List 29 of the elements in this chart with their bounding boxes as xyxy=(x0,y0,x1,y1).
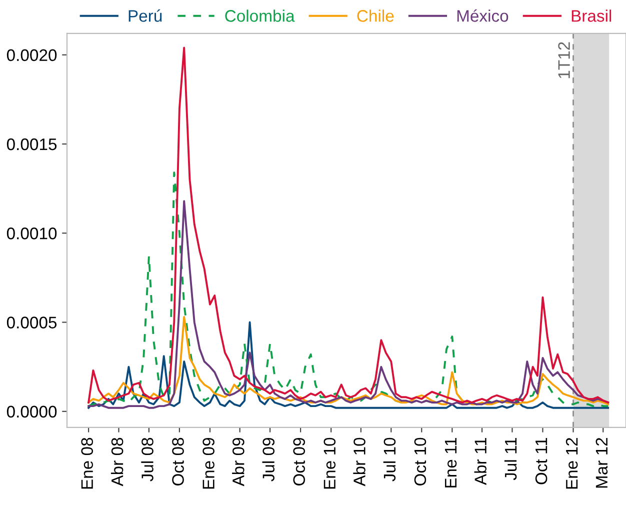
x-tick-label: Oct 11 xyxy=(535,438,548,484)
legend-label: México xyxy=(457,9,508,22)
legend-label: Colombia xyxy=(225,10,295,22)
x-tick-label: Oct 08 xyxy=(172,438,184,486)
x-tick-label: Mar 12 xyxy=(596,438,608,488)
x-tick-label: Abr 09 xyxy=(232,438,244,486)
x-tick-label: Abr 08 xyxy=(110,438,124,486)
legend-label: Brasil xyxy=(572,10,612,22)
x-tick-label: Jul 10 xyxy=(383,438,396,482)
legend-label: Chile xyxy=(357,10,394,22)
x-tick-label: Jul 11 xyxy=(504,438,517,480)
x-tick-label: Ene 12 xyxy=(566,438,578,489)
y-tick-label: 0.0015 xyxy=(6,138,57,150)
x-tick-label: Abr 10 xyxy=(353,438,366,486)
x-tick-label: Ene 09 xyxy=(202,438,214,489)
x-tick-label: Ene 08 xyxy=(81,438,94,489)
x-tick-label: Jul 08 xyxy=(141,438,154,482)
x-tick-label: Ene 10 xyxy=(324,438,336,489)
y-tick-label: 0.0010 xyxy=(6,228,57,240)
x-tick-label: Oct 10 xyxy=(414,438,426,486)
y-tick-label: 0.0005 xyxy=(6,316,57,328)
x-tick-label: Oct 09 xyxy=(293,438,306,486)
x-tick-label: Abr 11 xyxy=(474,438,486,486)
x-tick-label: Jul 09 xyxy=(262,438,274,482)
ref-line-label: 1T12 xyxy=(558,42,570,78)
y-tick-label: 0.0000 xyxy=(6,406,57,418)
y-tick-label: 0.0020 xyxy=(6,49,57,62)
legend-label: Perú xyxy=(128,9,162,22)
x-tick-label: Ene 11 xyxy=(445,438,457,488)
